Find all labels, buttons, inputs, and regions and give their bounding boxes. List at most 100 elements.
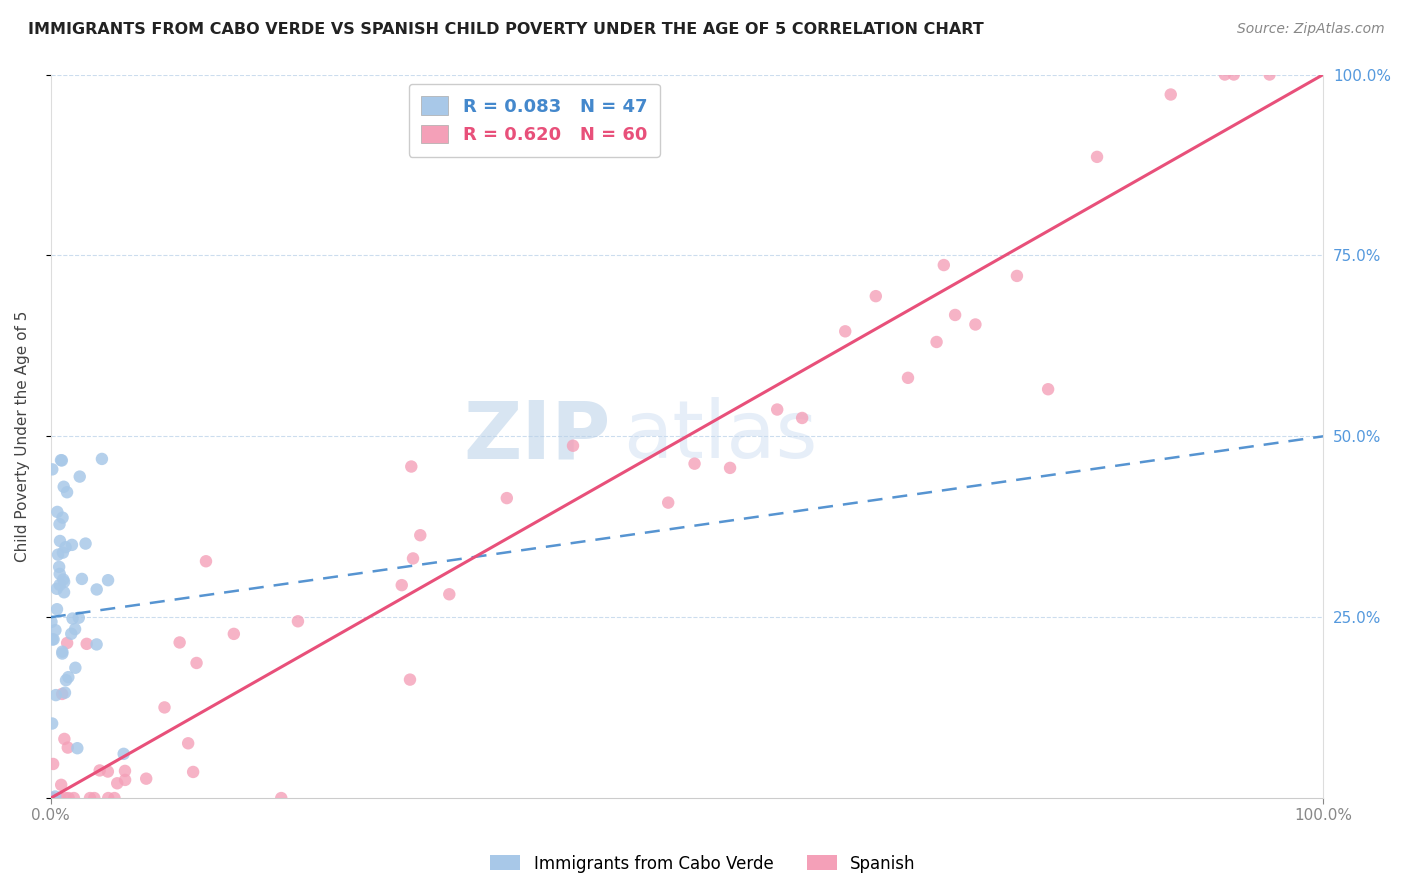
Point xyxy=(46,548,69,562)
Point xyxy=(439,587,461,601)
Point xyxy=(409,528,432,542)
Point xyxy=(69,469,91,483)
Point xyxy=(103,791,125,805)
Point xyxy=(48,517,70,532)
Point xyxy=(51,453,73,467)
Point xyxy=(41,462,63,476)
Point xyxy=(834,324,856,338)
Point xyxy=(66,741,89,756)
Text: atlas: atlas xyxy=(623,397,818,475)
Point xyxy=(42,632,65,647)
Point xyxy=(46,505,69,519)
Y-axis label: Child Poverty Under the Age of 5: Child Poverty Under the Age of 5 xyxy=(15,310,30,562)
Point xyxy=(52,480,75,494)
Point xyxy=(48,559,70,574)
Legend: Immigrants from Cabo Verde, Spanish: Immigrants from Cabo Verde, Spanish xyxy=(484,848,922,880)
Point xyxy=(402,551,425,566)
Point xyxy=(44,789,66,804)
Point xyxy=(86,582,108,597)
Point xyxy=(55,540,77,554)
Point xyxy=(51,647,73,661)
Point xyxy=(925,334,948,349)
Point xyxy=(114,772,136,787)
Point xyxy=(49,791,72,805)
Point xyxy=(44,623,66,637)
Point xyxy=(97,791,120,805)
Point xyxy=(46,602,69,616)
Point xyxy=(83,791,105,805)
Point xyxy=(181,764,204,779)
Point xyxy=(60,538,83,552)
Point xyxy=(153,700,176,714)
Point xyxy=(48,578,70,592)
Point xyxy=(683,457,706,471)
Point xyxy=(52,573,75,587)
Point xyxy=(45,688,67,702)
Point xyxy=(41,632,63,647)
Point xyxy=(41,791,63,805)
Point xyxy=(562,439,585,453)
Point xyxy=(792,411,814,425)
Point xyxy=(169,635,191,649)
Point xyxy=(41,791,63,805)
Point xyxy=(270,791,292,805)
Point xyxy=(52,546,75,560)
Text: IMMIGRANTS FROM CABO VERDE VS SPANISH CHILD POVERTY UNDER THE AGE OF 5 CORRELATI: IMMIGRANTS FROM CABO VERDE VS SPANISH CH… xyxy=(28,22,984,37)
Point xyxy=(222,627,245,641)
Point xyxy=(1085,150,1108,164)
Point xyxy=(718,461,741,475)
Point xyxy=(186,656,208,670)
Point xyxy=(89,764,111,778)
Point xyxy=(865,289,887,303)
Point xyxy=(1005,268,1028,283)
Point xyxy=(399,673,422,687)
Point xyxy=(53,686,76,700)
Point xyxy=(287,615,309,629)
Point xyxy=(53,574,76,589)
Point xyxy=(135,772,157,786)
Point xyxy=(1258,68,1281,82)
Point xyxy=(41,615,63,629)
Point xyxy=(49,533,72,548)
Point xyxy=(112,747,135,761)
Point xyxy=(55,791,77,805)
Point xyxy=(965,318,987,332)
Point xyxy=(63,791,86,805)
Point xyxy=(51,778,73,792)
Point xyxy=(932,258,955,272)
Point xyxy=(58,670,80,684)
Point xyxy=(56,636,79,650)
Point xyxy=(79,791,101,805)
Point xyxy=(60,627,83,641)
Point xyxy=(657,495,679,509)
Point xyxy=(105,776,128,790)
Text: Source: ZipAtlas.com: Source: ZipAtlas.com xyxy=(1237,22,1385,37)
Point xyxy=(114,764,136,778)
Point xyxy=(56,740,79,755)
Point xyxy=(766,402,789,417)
Point xyxy=(41,791,63,805)
Point xyxy=(90,451,112,466)
Point xyxy=(56,485,79,500)
Text: ZIP: ZIP xyxy=(464,397,610,475)
Point xyxy=(75,536,97,550)
Point xyxy=(195,554,218,568)
Point xyxy=(51,645,73,659)
Point xyxy=(495,491,517,505)
Point xyxy=(45,582,67,596)
Point xyxy=(65,661,87,675)
Point xyxy=(97,573,120,587)
Point xyxy=(51,510,73,524)
Point xyxy=(401,459,423,474)
Point xyxy=(1223,68,1246,82)
Point xyxy=(70,572,93,586)
Point xyxy=(51,687,73,701)
Point xyxy=(41,716,63,731)
Point xyxy=(49,453,72,467)
Point xyxy=(76,637,98,651)
Point xyxy=(97,764,120,779)
Point xyxy=(86,637,108,651)
Point xyxy=(58,791,80,805)
Legend: R = 0.083   N = 47, R = 0.620   N = 60: R = 0.083 N = 47, R = 0.620 N = 60 xyxy=(409,84,659,157)
Point xyxy=(391,578,413,592)
